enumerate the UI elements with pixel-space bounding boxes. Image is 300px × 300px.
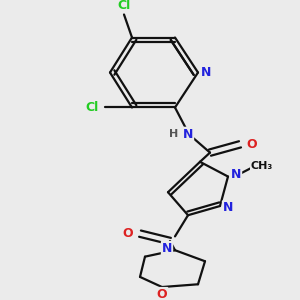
- Text: N: N: [162, 242, 172, 255]
- Text: N: N: [201, 66, 211, 79]
- Text: Cl: Cl: [85, 101, 99, 114]
- Text: N: N: [183, 128, 193, 141]
- Text: CH₃: CH₃: [251, 160, 273, 170]
- Text: O: O: [157, 288, 167, 300]
- Text: Cl: Cl: [117, 0, 130, 12]
- Text: O: O: [247, 138, 257, 151]
- Text: N: N: [223, 201, 233, 214]
- Text: N: N: [231, 168, 241, 181]
- Text: H: H: [169, 129, 178, 139]
- Text: O: O: [123, 227, 133, 240]
